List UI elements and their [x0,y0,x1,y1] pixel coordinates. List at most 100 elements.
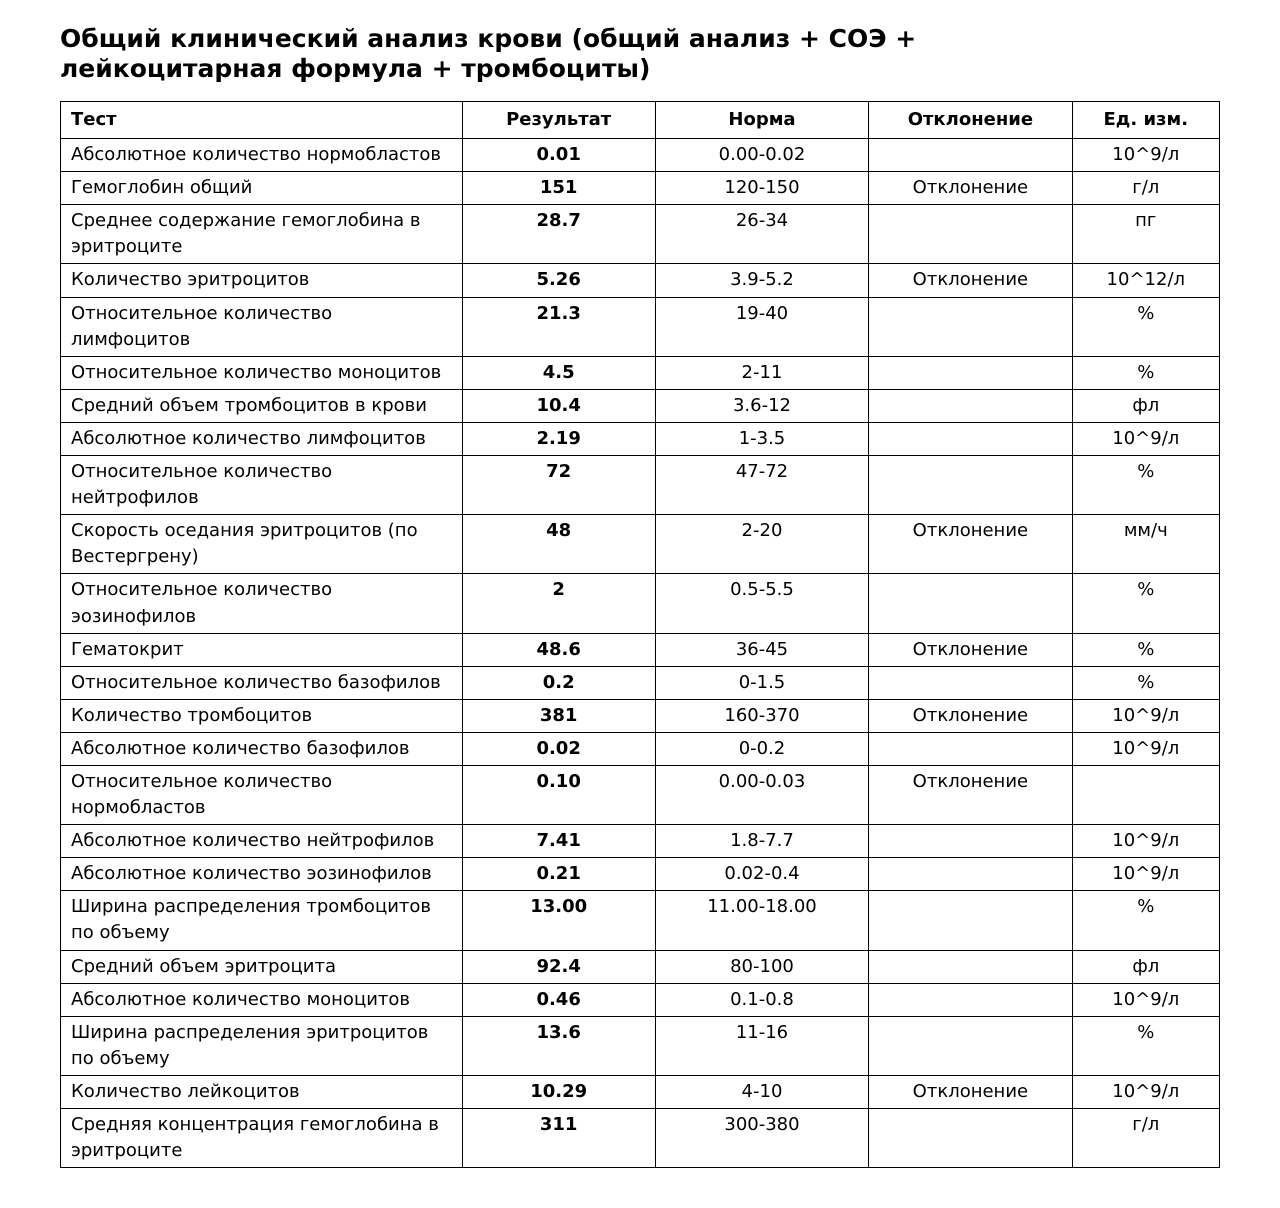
cell-test: Скорость оседания эритроцитов (по Вестер… [61,515,463,574]
cell-deviation [869,205,1072,264]
cell-test: Относительное количество базофилов [61,666,463,699]
cell-test: Абсолютное количество нейтрофилов [61,825,463,858]
cell-deviation [869,732,1072,765]
cell-result: 2 [462,574,655,633]
cell-deviation [869,456,1072,515]
cell-test: Средний объем тромбоцитов в крови [61,389,463,422]
table-body: Абсолютное количество нормобластов0.010.… [61,139,1220,1168]
cell-norm: 4-10 [655,1075,869,1108]
cell-deviation [869,950,1072,983]
cell-test: Абсолютное количество эозинофилов [61,858,463,891]
cell-norm: 2-20 [655,515,869,574]
cell-norm: 0.00-0.02 [655,139,869,172]
cell-unit: фл [1072,389,1219,422]
cell-test: Количество эритроцитов [61,264,463,297]
cell-deviation [869,356,1072,389]
cell-unit: пг [1072,205,1219,264]
cell-deviation: Отклонение [869,765,1072,824]
cell-deviation: Отклонение [869,172,1072,205]
cell-deviation [869,891,1072,950]
cell-test: Средняя концентрация гемоглобина в эритр… [61,1109,463,1168]
cell-result: 10.29 [462,1075,655,1108]
table-row: Абсолютное количество эозинофилов0.210.0… [61,858,1220,891]
cell-unit: 10^9/л [1072,732,1219,765]
cell-test: Абсолютное количество моноцитов [61,983,463,1016]
column-header-norm: Норма [655,102,869,139]
cell-result: 4.5 [462,356,655,389]
cell-deviation [869,858,1072,891]
cell-norm: 0.1-0.8 [655,983,869,1016]
cell-unit: мм/ч [1072,515,1219,574]
column-header-test: Тест [61,102,463,139]
table-row: Скорость оседания эритроцитов (по Вестер… [61,515,1220,574]
cell-test: Относительное количество эозинофилов [61,574,463,633]
cell-test: Гемоглобин общий [61,172,463,205]
cell-deviation: Отклонение [869,264,1072,297]
cell-test: Ширина распределения тромбоцитов по объе… [61,891,463,950]
cell-deviation: Отклонение [869,1075,1072,1108]
cell-deviation [869,422,1072,455]
cell-result: 311 [462,1109,655,1168]
cell-deviation [869,139,1072,172]
cell-result: 7.41 [462,825,655,858]
cell-test: Абсолютное количество нормобластов [61,139,463,172]
table-row: Ширина распределения тромбоцитов по объе… [61,891,1220,950]
cell-deviation [869,1016,1072,1075]
cell-deviation [869,574,1072,633]
table-row: Относительное количество эозинофилов20.5… [61,574,1220,633]
cell-deviation [869,389,1072,422]
cell-result: 0.01 [462,139,655,172]
cell-norm: 3.6-12 [655,389,869,422]
cell-deviation [869,666,1072,699]
cell-unit [1072,765,1219,824]
cell-test: Абсолютное количество базофилов [61,732,463,765]
cell-result: 151 [462,172,655,205]
cell-test: Среднее содержание гемоглобина в эритроц… [61,205,463,264]
cell-deviation [869,297,1072,356]
cell-norm: 19-40 [655,297,869,356]
cell-result: 0.46 [462,983,655,1016]
cell-result: 13.6 [462,1016,655,1075]
cell-norm: 3.9-5.2 [655,264,869,297]
cell-result: 10.4 [462,389,655,422]
column-header-deviation: Отклонение [869,102,1072,139]
cell-result: 92.4 [462,950,655,983]
table-row: Относительное количество моноцитов4.52-1… [61,356,1220,389]
cell-unit: 10^9/л [1072,699,1219,732]
cell-test: Относительное количество моноцитов [61,356,463,389]
cell-unit: % [1072,633,1219,666]
cell-deviation [869,1109,1072,1168]
cell-unit: % [1072,574,1219,633]
cell-result: 13.00 [462,891,655,950]
cell-test: Относительное количество нейтрофилов [61,456,463,515]
table-row: Средняя концентрация гемоглобина в эритр… [61,1109,1220,1168]
table-row: Средний объем тромбоцитов в крови10.43.6… [61,389,1220,422]
cell-deviation: Отклонение [869,515,1072,574]
cell-unit: 10^12/л [1072,264,1219,297]
table-row: Среднее содержание гемоглобина в эритроц… [61,205,1220,264]
cell-unit: фл [1072,950,1219,983]
cell-unit: 10^9/л [1072,139,1219,172]
table-row: Относительное количество нейтрофилов7247… [61,456,1220,515]
cell-unit: 10^9/л [1072,422,1219,455]
cell-unit: 10^9/л [1072,825,1219,858]
cell-result: 28.7 [462,205,655,264]
cell-norm: 0.00-0.03 [655,765,869,824]
cell-test: Ширина распределения эритроцитов по объе… [61,1016,463,1075]
table-row: Средний объем эритроцита92.480-100фл [61,950,1220,983]
cell-norm: 80-100 [655,950,869,983]
table-row: Гематокрит48.636-45Отклонение% [61,633,1220,666]
table-row: Ширина распределения эритроцитов по объе… [61,1016,1220,1075]
cell-norm: 120-150 [655,172,869,205]
report-title: Общий клинический анализ крови (общий ан… [60,24,1040,83]
table-row: Относительное количество лимфоцитов21.31… [61,297,1220,356]
cell-test: Относительное количество нормобластов [61,765,463,824]
table-row: Относительное количество базофилов0.20-1… [61,666,1220,699]
cell-unit: % [1072,297,1219,356]
cell-norm: 300-380 [655,1109,869,1168]
cell-result: 2.19 [462,422,655,455]
cell-result: 72 [462,456,655,515]
cell-test: Абсолютное количество лимфоцитов [61,422,463,455]
cell-unit: % [1072,891,1219,950]
table-row: Относительное количество нормобластов0.1… [61,765,1220,824]
